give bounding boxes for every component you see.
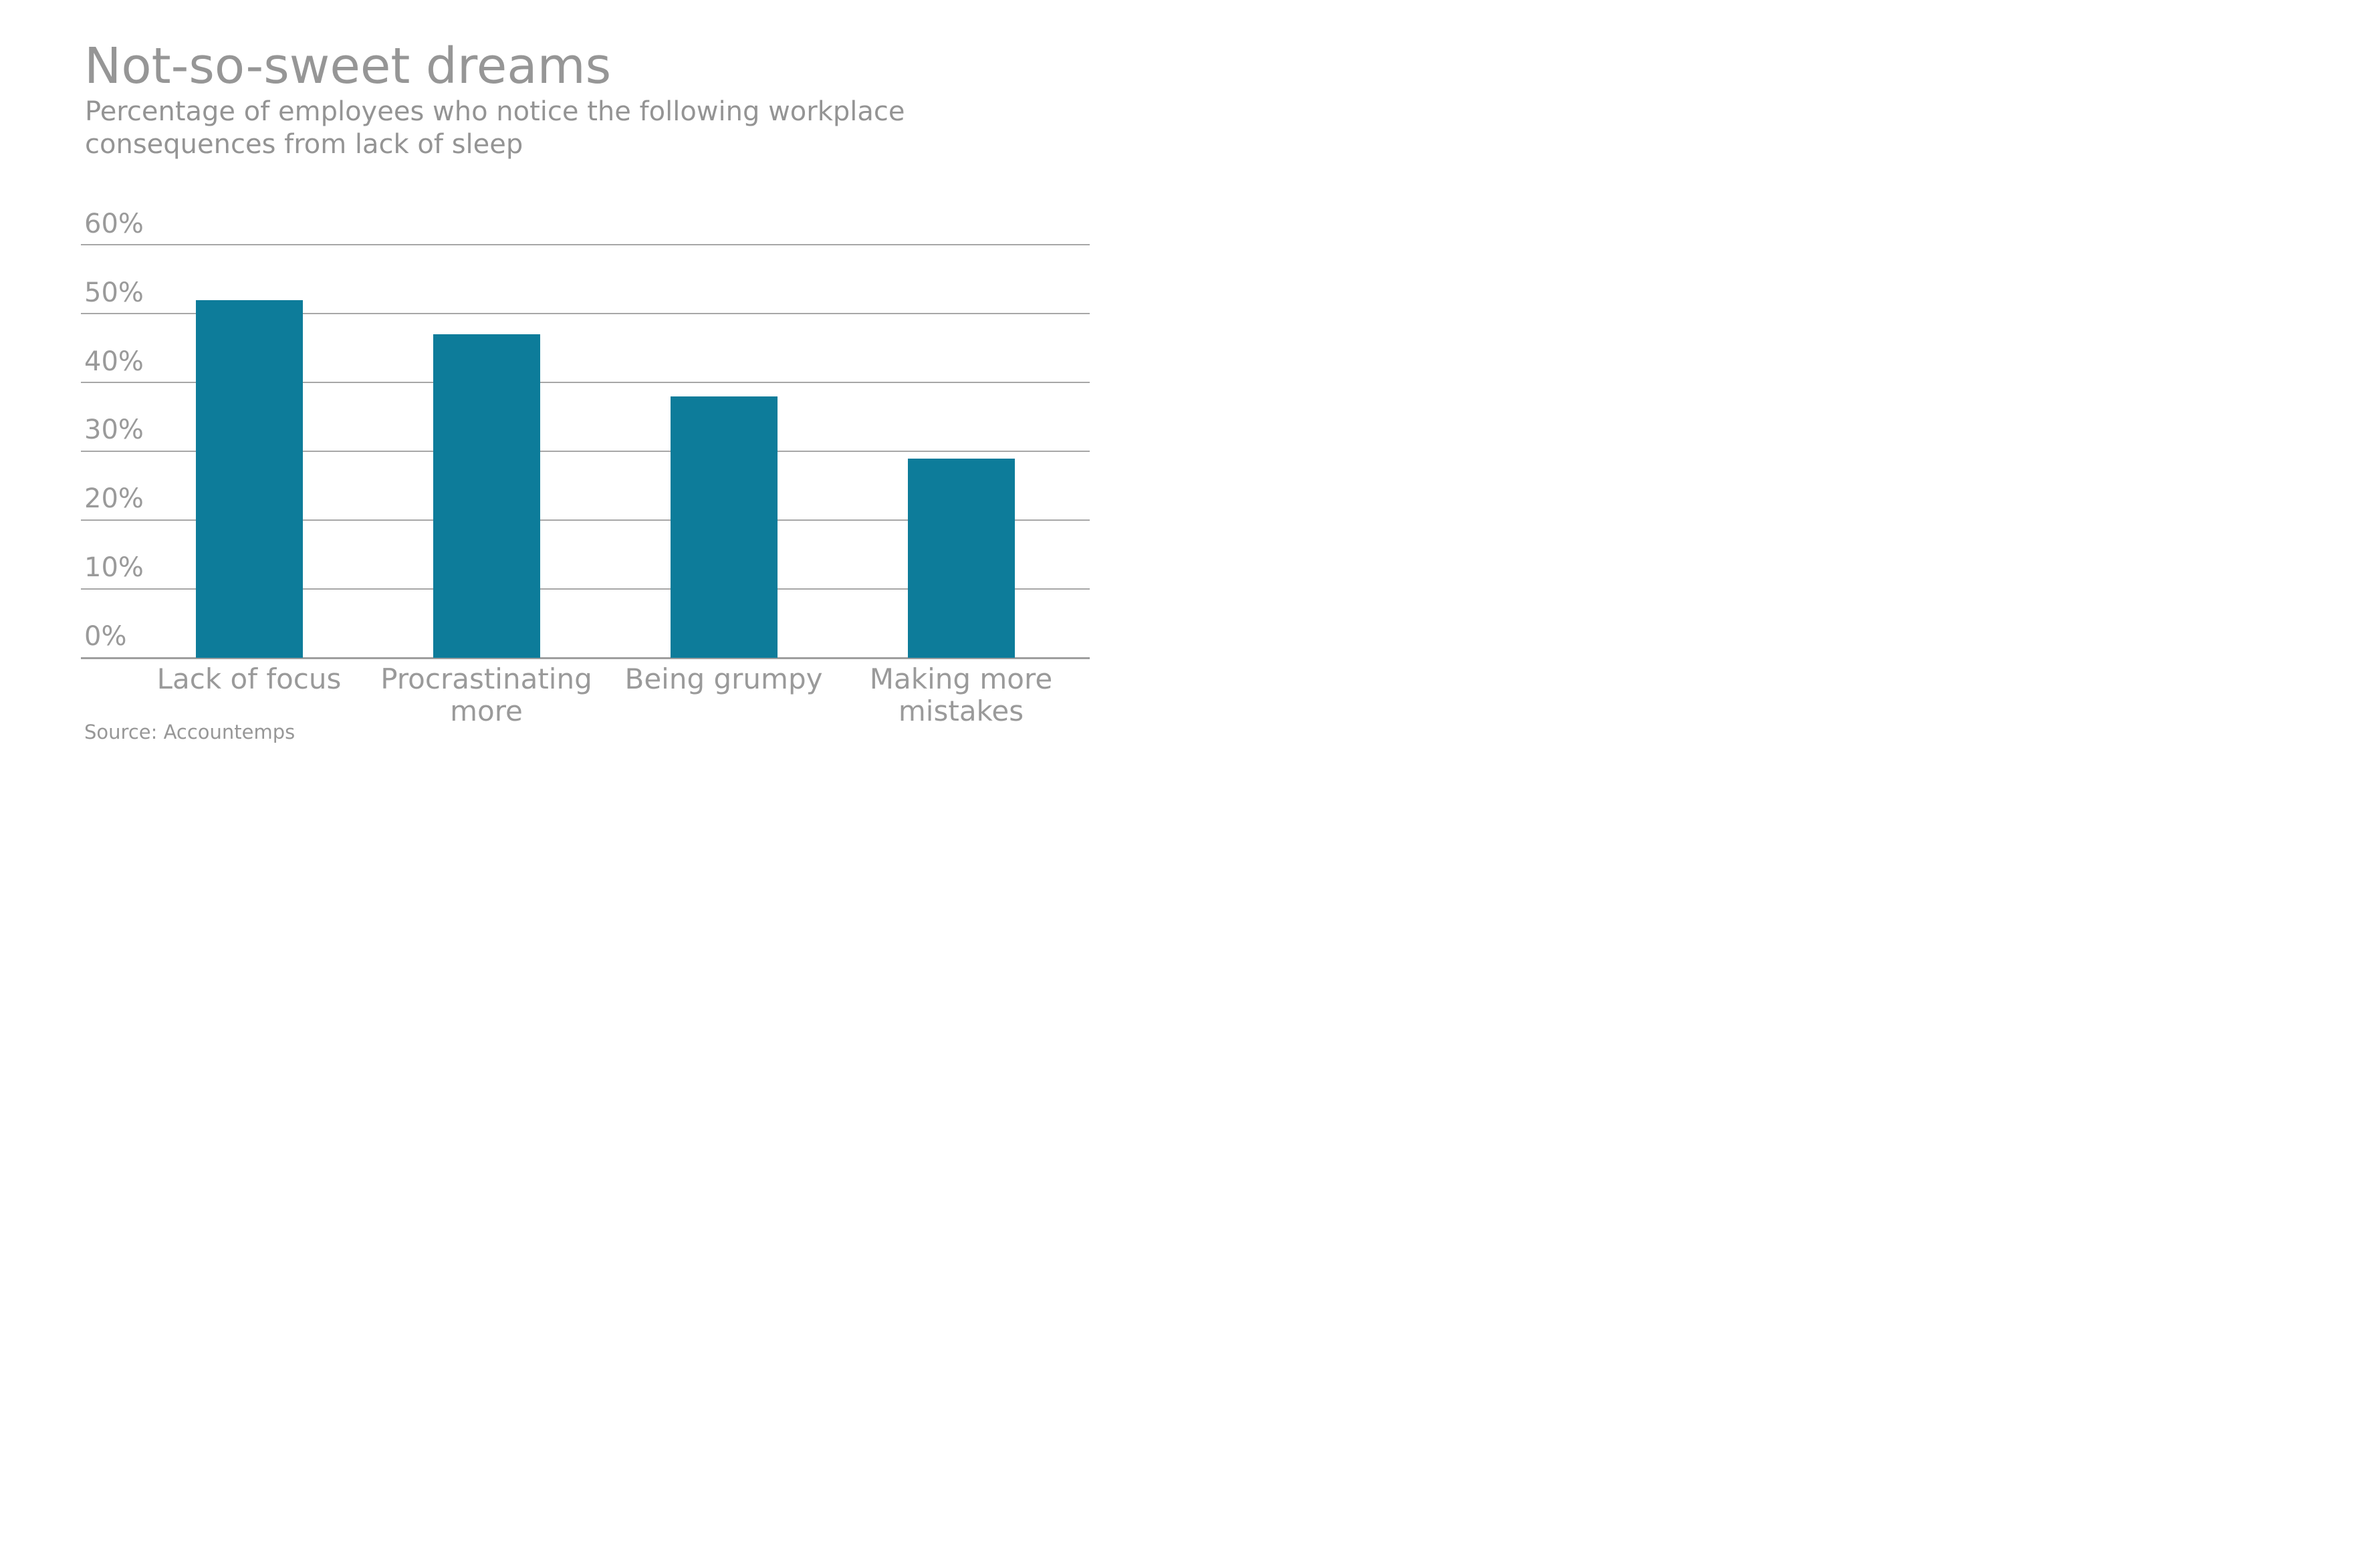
- bar: [195, 300, 303, 658]
- gridline: [81, 588, 1090, 590]
- source-label: Source: Accountemps: [84, 721, 295, 743]
- bar: [670, 396, 778, 658]
- gridline: [81, 382, 1090, 384]
- y-tick-label: 10%: [84, 552, 144, 584]
- chart-title: Not-so-sweet dreams: [84, 37, 612, 95]
- category-label: Lack of focus: [156, 663, 342, 695]
- y-tick-label: 20%: [84, 483, 144, 515]
- chart-subtitle: Percentage of employees who notice the f…: [85, 96, 905, 161]
- bar: [433, 334, 540, 658]
- bar: [907, 458, 1015, 658]
- gridline: [81, 313, 1090, 315]
- x-axis-line: [81, 657, 1090, 659]
- category-label: Being grumpy: [624, 663, 823, 695]
- chart-subtitle-line2: consequences from lack of sleep: [85, 129, 523, 160]
- gridline: [81, 451, 1090, 453]
- y-tick-label: 0%: [84, 621, 127, 652]
- category-label: Making more mistakes: [869, 663, 1053, 727]
- gridline: [81, 519, 1090, 521]
- chart-subtitle-line1: Percentage of employees who notice the f…: [85, 96, 905, 127]
- gridline: [81, 244, 1090, 246]
- y-tick-label: 40%: [84, 346, 144, 377]
- category-label: Procrastinating more: [380, 663, 592, 727]
- chart-canvas: Not-so-sweet dreams Percentage of employ…: [0, 0, 1190, 776]
- plot-area: 60% 50% 40% 30% 20% 10% 0% Lack of focus Procras…: [0, 0, 1190, 776]
- y-tick-label: 50%: [84, 277, 144, 308]
- y-tick-label: 60%: [84, 208, 144, 239]
- y-tick-label: 30%: [84, 414, 144, 446]
